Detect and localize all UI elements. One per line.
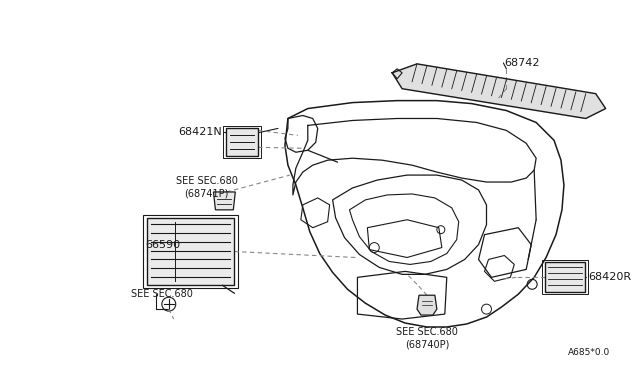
Polygon shape	[214, 192, 236, 210]
Bar	[542, 260, 588, 294]
Bar	[223, 126, 261, 158]
Bar	[147, 218, 234, 285]
Polygon shape	[392, 64, 605, 119]
Text: 68420R: 68420R	[588, 272, 631, 282]
Bar	[545, 263, 585, 292]
Text: SEE SEC.680
(68741P): SEE SEC.680 (68741P)	[175, 176, 237, 199]
Text: 66590: 66590	[145, 240, 180, 250]
Bar	[143, 215, 238, 288]
Text: 68742: 68742	[504, 58, 540, 68]
Text: A685*0.0: A685*0.0	[568, 348, 611, 357]
Text: SEE SEC.680
(68740P): SEE SEC.680 (68740P)	[396, 327, 458, 349]
Text: SEE SEC.680: SEE SEC.680	[131, 289, 193, 299]
Text: 68421N: 68421N	[179, 127, 223, 137]
Polygon shape	[417, 295, 437, 315]
Bar	[227, 128, 258, 156]
